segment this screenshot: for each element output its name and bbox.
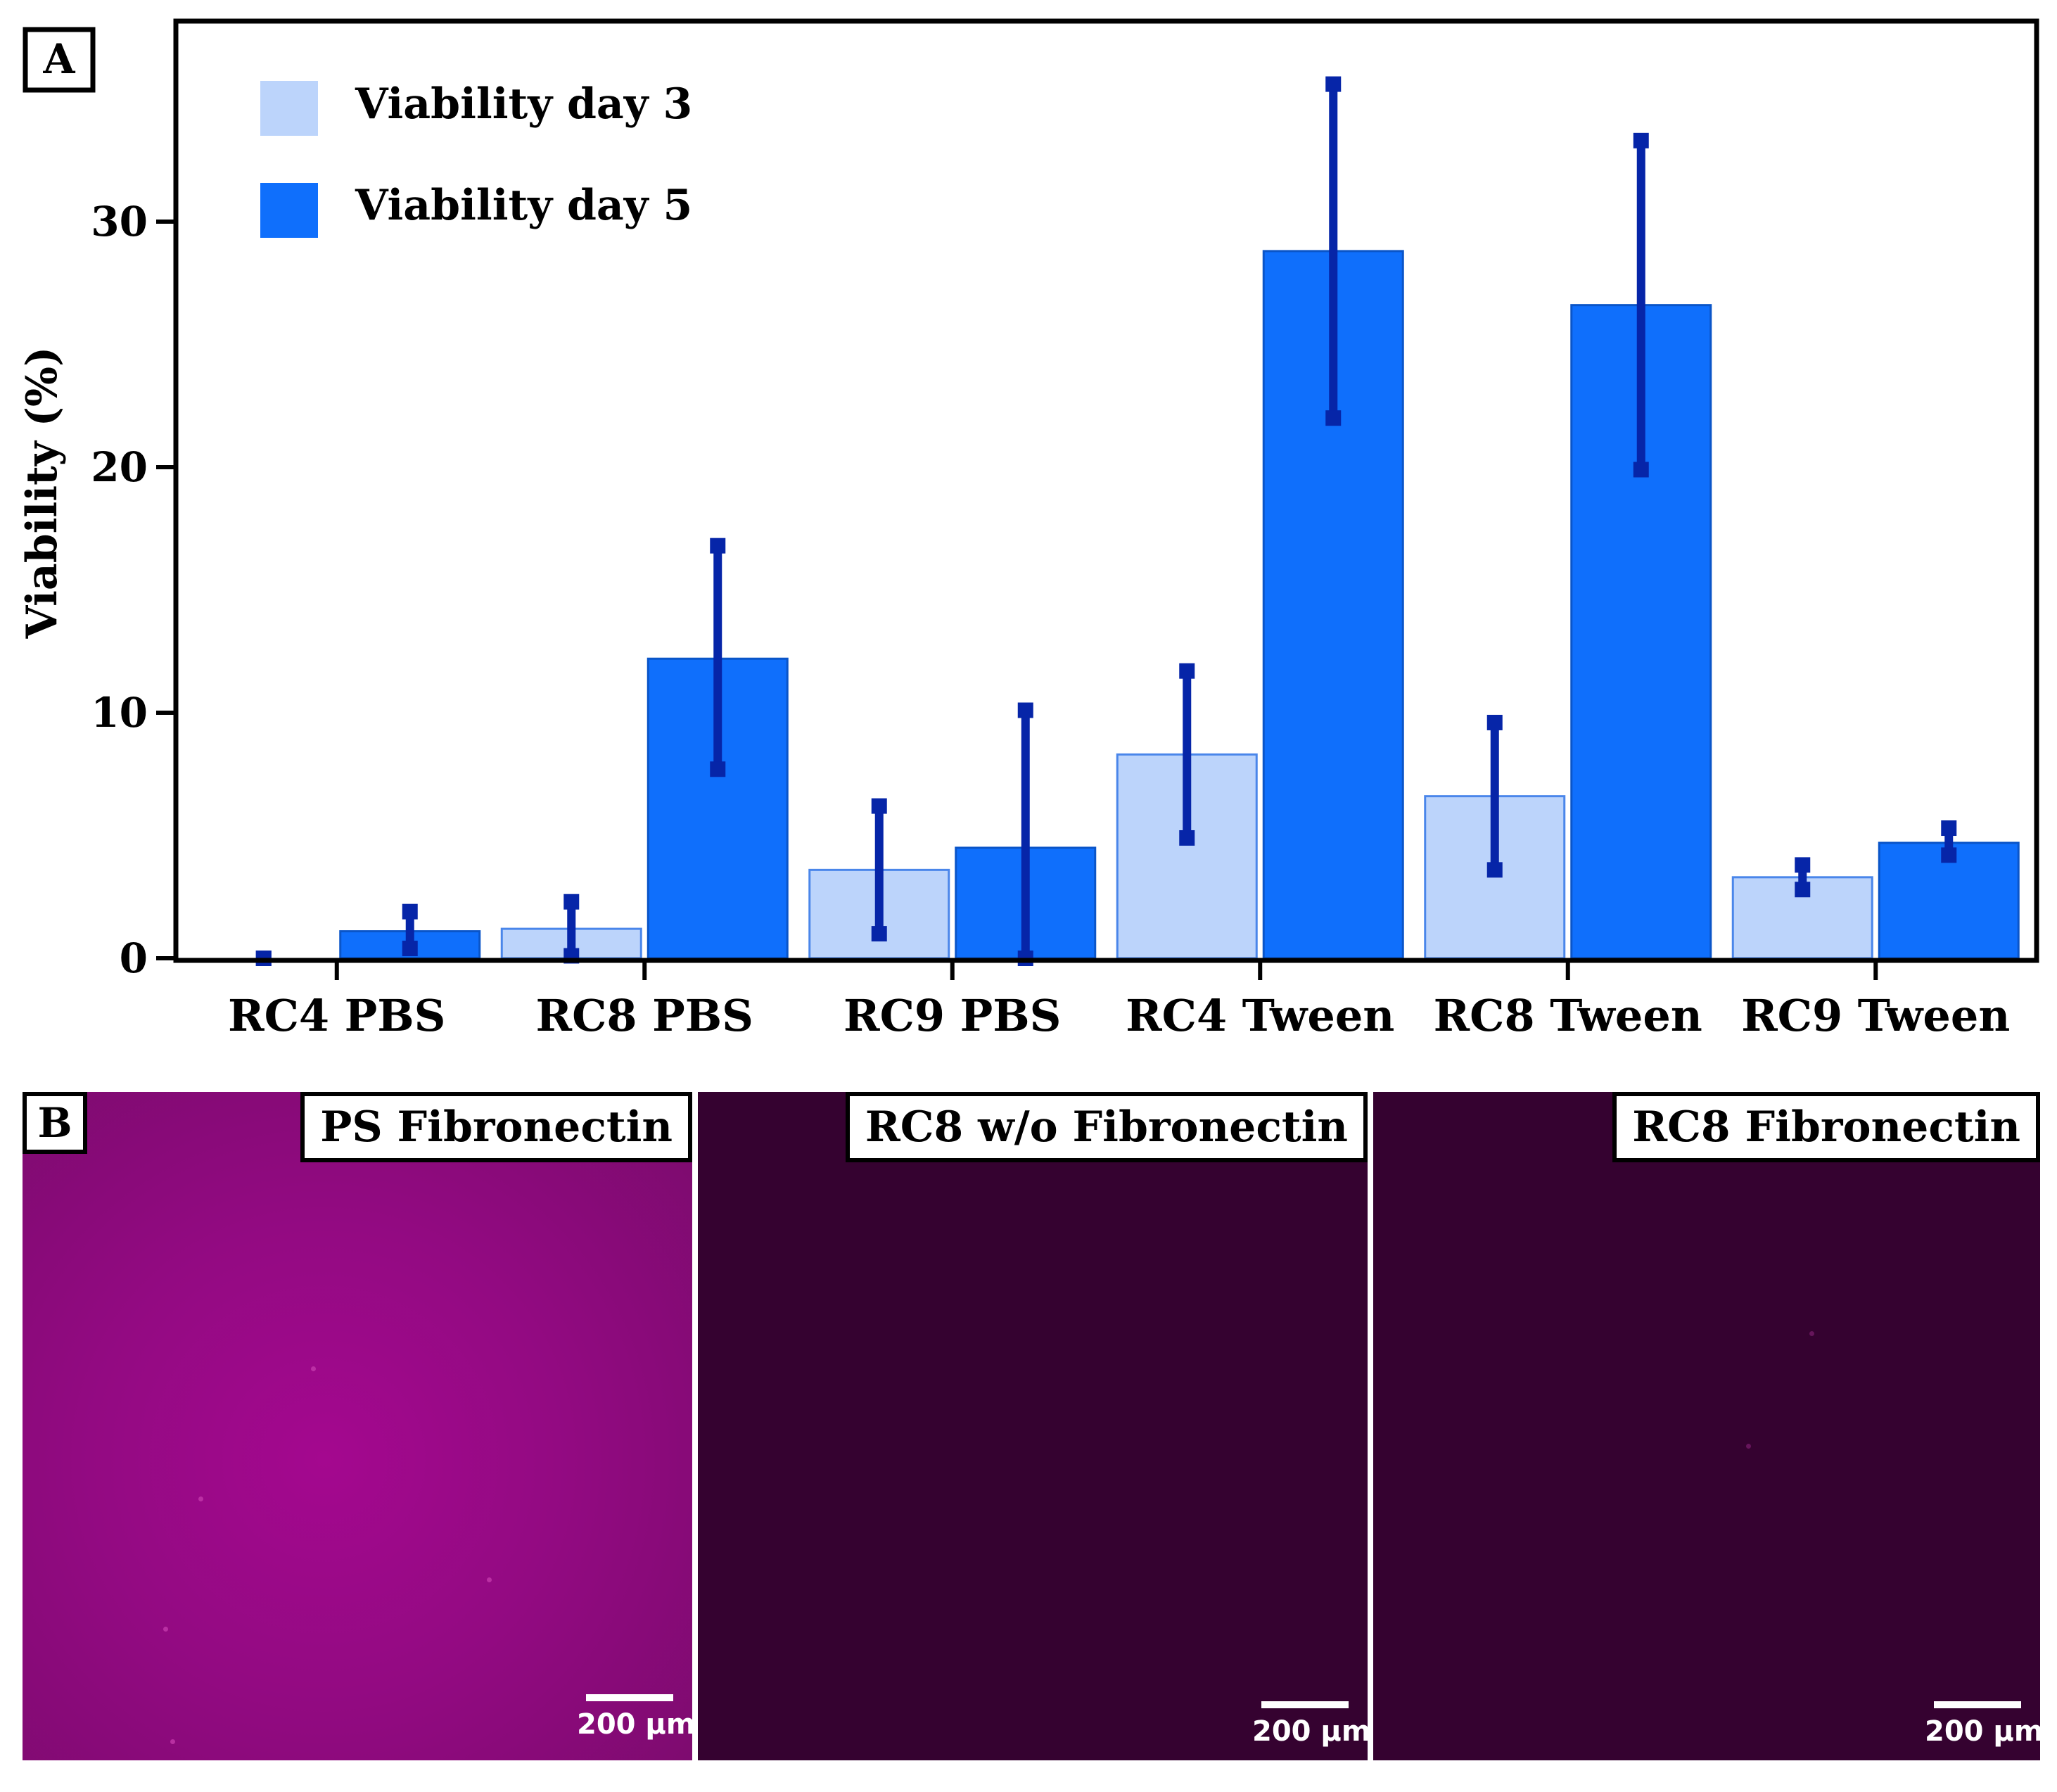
scale-bar: 200 µm [1252, 1701, 1368, 1748]
error-bar-cap-high [1795, 857, 1811, 873]
fluorescent-speck [311, 1366, 316, 1371]
x-tick-label: RC4 Tween [1126, 990, 1394, 1041]
fluorescent-speck [487, 1577, 492, 1582]
bars [339, 250, 2020, 960]
y-tick-label: 30 [91, 198, 148, 246]
y-axis-ticks: 0 10 20 30 [91, 198, 176, 982]
legend-swatch-day3 [260, 81, 318, 136]
error-bar-cap-low [1179, 830, 1195, 846]
error-bar-cap-high [1941, 820, 1957, 837]
panel-b-label: B [23, 1092, 87, 1154]
scale-bar-line [1934, 1701, 2021, 1708]
error-bar-cap-high [402, 903, 418, 920]
error-bar-cap-high [1633, 132, 1649, 148]
error-bar-cap-high [871, 798, 887, 814]
fluorescent-speck [1809, 1331, 1814, 1336]
error-bar-cap-high [1486, 714, 1503, 730]
error-bars [255, 76, 1957, 966]
micrograph-title: RC8 w/o Fibronectin [845, 1092, 1368, 1162]
x-tick-label: RC8 Tween [1434, 990, 1702, 1041]
error-bar-cap-low [1633, 462, 1649, 478]
error-bar-cap-low [1486, 862, 1503, 878]
panel-a-box [23, 27, 96, 93]
y-tick-label: 10 [91, 689, 148, 737]
fluorescent-speck [170, 1739, 175, 1744]
x-axis-ticks: RC4 PBS RC8 PBS RC9 PBS RC4 Tween RC8 Tween R… [228, 960, 2010, 1041]
x-tick-label: RC4 PBS [228, 990, 445, 1041]
legend: Viability day 3 Viability day 5 [260, 80, 692, 238]
error-bar-cap-low [402, 941, 418, 957]
scale-bar: 200 µm [1925, 1701, 2040, 1748]
fluorescent-speck [198, 1496, 203, 1501]
micrograph-rc8-without-fibronectin: RC8 w/o Fibronectin 200 µm [698, 1092, 1368, 1760]
error-bar-cap-high [710, 538, 726, 554]
fluorescent-speck [1746, 1444, 1751, 1449]
error-bar-cap-high [1179, 663, 1195, 679]
plot-frame [173, 18, 2039, 963]
error-bar-cap-low [1941, 847, 1957, 863]
micrograph-title: RC8 Fibronectin [1612, 1092, 2040, 1162]
scale-bar-line [586, 1694, 673, 1701]
error-bar-cap-high [563, 894, 580, 910]
y-tick-label: 0 [120, 934, 148, 982]
error-bar-cap-low [1325, 410, 1342, 426]
y-axis-label: Viability (%) [18, 347, 67, 640]
x-tick-label: RC9 PBS [843, 990, 1061, 1041]
scale-bar: 200 µm [577, 1694, 692, 1741]
scale-bar-label: 200 µm [577, 1708, 692, 1741]
micrograph-ps-fibronectin: PS Fibronectin 200 µm [23, 1092, 692, 1760]
error-bar-cap-low [1795, 882, 1811, 898]
error-bar-cap-low [710, 761, 726, 777]
legend-label-day3: Viability day 3 [355, 80, 692, 129]
micrograph-rc8-fibronectin: RC8 Fibronectin 200 µm [1373, 1092, 2040, 1760]
error-bar-cap-high [1325, 76, 1342, 92]
x-tick-label: RC9 Tween [1741, 990, 2010, 1041]
y-tick-label: 20 [91, 443, 148, 491]
x-tick-label: RC8 PBS [536, 990, 753, 1041]
legend-label-day5: Viability day 5 [355, 181, 692, 230]
panel-a-label: A [42, 35, 75, 83]
error-bar-cap-low [871, 926, 887, 942]
scale-bar-label: 200 µm [1925, 1715, 2040, 1748]
scale-bar-label: 200 µm [1252, 1715, 1368, 1748]
micrograph-title: PS Fibronectin [300, 1092, 692, 1162]
legend-swatch-day5 [260, 183, 318, 238]
error-bar-cap-high [1017, 702, 1033, 718]
fluorescent-speck [163, 1627, 168, 1632]
scale-bar-line [1261, 1701, 1349, 1708]
